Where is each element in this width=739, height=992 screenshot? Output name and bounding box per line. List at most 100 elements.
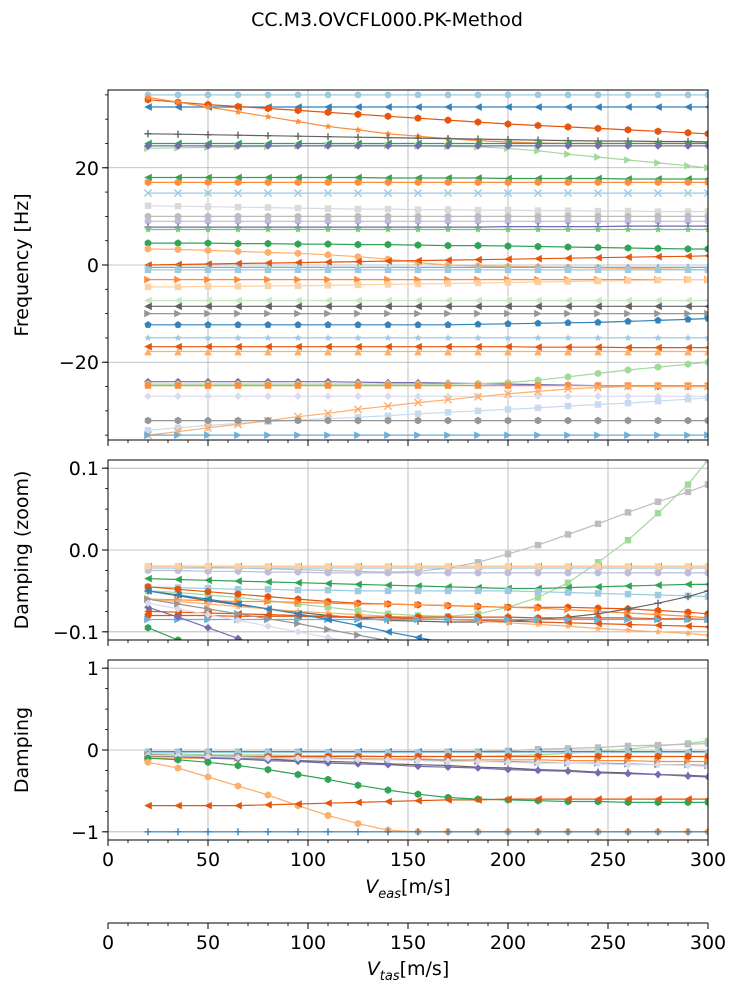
data-point — [684, 91, 692, 99]
data-point — [324, 91, 332, 99]
data-point — [594, 225, 602, 233]
data-point — [704, 129, 708, 138]
data-point — [593, 188, 603, 198]
x-tick-label: 100 — [290, 932, 326, 954]
data-point — [504, 302, 512, 311]
data-point — [414, 762, 422, 771]
data-point — [444, 563, 452, 570]
data-point — [414, 114, 422, 122]
data-point — [624, 563, 632, 570]
data-point — [684, 266, 692, 274]
data-point — [414, 320, 422, 328]
data-point — [384, 342, 392, 351]
data-point — [144, 296, 152, 305]
series-line — [144, 309, 708, 318]
data-point — [174, 130, 182, 138]
series-line — [144, 302, 708, 311]
data-point — [624, 769, 632, 778]
data-point — [414, 134, 422, 142]
data-point — [654, 599, 662, 607]
data-point — [444, 320, 452, 328]
data-point — [144, 595, 152, 603]
data-point — [264, 178, 272, 187]
data-point — [564, 431, 572, 439]
data-point — [704, 253, 708, 258]
data-point — [414, 569, 422, 577]
data-point — [444, 569, 452, 577]
data-point — [414, 563, 422, 570]
data-point — [624, 277, 632, 284]
data-point — [624, 347, 632, 356]
data-point — [684, 431, 692, 439]
y-tick-label: 0 — [87, 740, 99, 762]
data-point — [504, 296, 512, 305]
data-point — [624, 760, 632, 769]
data-point — [624, 302, 632, 311]
data-point — [504, 406, 512, 413]
data-point — [204, 266, 212, 274]
data-point — [144, 212, 152, 221]
data-point — [414, 302, 422, 311]
data-point — [624, 609, 632, 617]
data-point — [294, 342, 302, 351]
data-point — [144, 758, 152, 767]
data-point — [654, 563, 662, 570]
data-point — [684, 225, 692, 233]
data-point — [444, 142, 452, 150]
data-point — [204, 600, 212, 608]
data-point — [414, 431, 422, 439]
series-line — [144, 217, 708, 226]
data-point — [534, 343, 542, 351]
data-point — [354, 347, 362, 356]
series-line — [144, 563, 708, 570]
data-point — [144, 245, 152, 253]
data-point — [324, 828, 332, 836]
data-point — [174, 91, 182, 99]
data-point — [704, 217, 708, 226]
data-point — [624, 103, 632, 111]
data-point — [564, 150, 572, 158]
data-point — [564, 178, 572, 187]
data-point — [174, 142, 182, 150]
data-point — [354, 173, 362, 182]
data-point — [414, 615, 422, 624]
x-axis-eas: 0 50 100 150 200 250 300 — [102, 849, 726, 871]
data-point — [654, 741, 662, 749]
data-point — [534, 217, 542, 226]
data-point — [204, 246, 212, 255]
data-point — [354, 252, 362, 261]
data-point — [324, 309, 332, 318]
series-line — [144, 751, 708, 781]
data-point — [414, 178, 422, 187]
data-point — [204, 347, 212, 356]
ylabel-frequency: Frequency [Hz] — [11, 193, 33, 336]
data-point — [324, 799, 332, 807]
data-point — [414, 206, 422, 213]
series-line — [144, 394, 708, 434]
data-point — [474, 764, 482, 772]
data-point — [504, 334, 512, 341]
data-point — [594, 334, 602, 341]
data-point — [564, 569, 572, 577]
y-tick-label: 20 — [75, 158, 99, 180]
data-point — [654, 208, 662, 215]
data-point — [414, 828, 422, 836]
data-point — [624, 334, 632, 341]
data-point — [234, 577, 242, 585]
data-point — [564, 334, 572, 341]
data-point — [473, 392, 483, 401]
series-line — [144, 212, 708, 221]
data-point — [704, 304, 708, 309]
data-point — [533, 188, 543, 198]
data-point — [144, 427, 152, 434]
data-point — [704, 394, 708, 401]
data-point — [654, 225, 662, 233]
data-point — [264, 320, 272, 328]
data-point — [444, 178, 452, 187]
data-point — [174, 302, 182, 311]
data-point — [144, 416, 152, 425]
data-point — [564, 795, 572, 803]
data-point — [174, 266, 182, 274]
data-point — [624, 795, 632, 803]
data-point — [264, 431, 272, 439]
